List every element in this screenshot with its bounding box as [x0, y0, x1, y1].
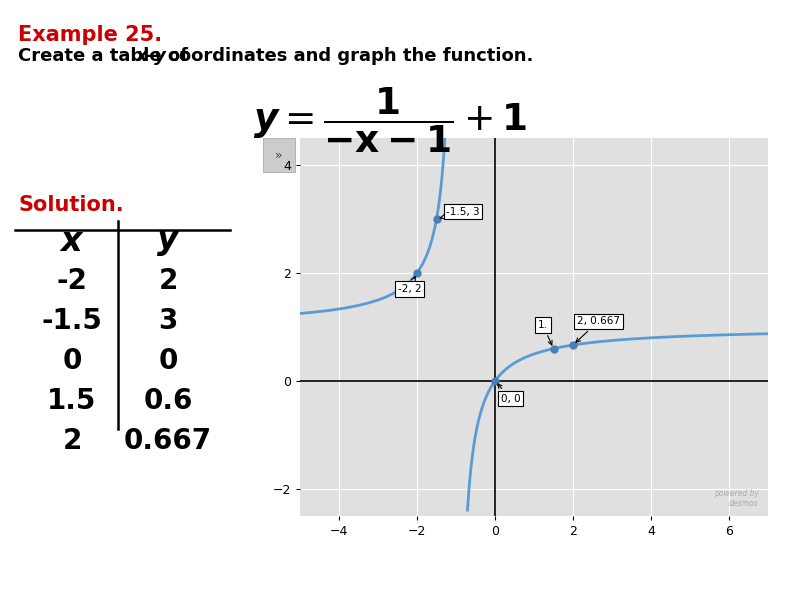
Text: coordinates and graph the function.: coordinates and graph the function.	[162, 47, 534, 65]
Text: x-y: x-y	[136, 47, 167, 65]
Text: Solution.: Solution.	[18, 195, 124, 215]
Text: 2: 2	[62, 427, 82, 455]
Text: -1.5: -1.5	[42, 307, 102, 335]
Text: $\boldsymbol{x}$: $\boldsymbol{x}$	[59, 225, 85, 258]
Text: 0.6: 0.6	[143, 387, 193, 415]
Text: 3: 3	[158, 307, 178, 335]
Text: powered by
desmos: powered by desmos	[714, 489, 758, 508]
Text: 2: 2	[158, 267, 178, 295]
Text: 0: 0	[62, 347, 82, 375]
Text: 2, 0.667: 2, 0.667	[576, 316, 620, 342]
Text: 0: 0	[158, 347, 178, 375]
Text: Create a table of: Create a table of	[18, 47, 194, 65]
Text: »: »	[275, 149, 282, 161]
Text: Example 25.: Example 25.	[18, 25, 162, 45]
Text: -2, 2: -2, 2	[398, 277, 421, 294]
Text: 1.: 1.	[538, 320, 552, 345]
FancyBboxPatch shape	[262, 138, 295, 172]
Text: 1.5: 1.5	[47, 387, 97, 415]
Text: $\boldsymbol{y}$: $\boldsymbol{y}$	[155, 225, 181, 258]
Text: -1.5, 3: -1.5, 3	[440, 206, 480, 219]
Text: $\boldsymbol{y} = \dfrac{\mathbf{1}}{\mathbf{-x-1}} + \mathbf{1}$: $\boldsymbol{y} = \dfrac{\mathbf{1}}{\ma…	[253, 85, 527, 155]
Text: -2: -2	[57, 267, 87, 295]
Text: 0.667: 0.667	[124, 427, 212, 455]
Text: 0, 0: 0, 0	[498, 384, 521, 404]
